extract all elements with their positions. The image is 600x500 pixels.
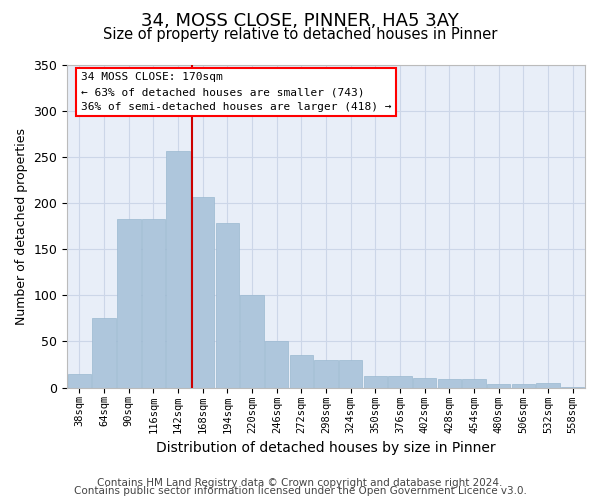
Text: 34 MOSS CLOSE: 170sqm
← 63% of detached houses are smaller (743)
36% of semi-det: 34 MOSS CLOSE: 170sqm ← 63% of detached … [81,72,391,112]
Bar [191,197,214,388]
Bar [487,384,511,388]
Text: Contains HM Land Registry data © Crown copyright and database right 2024.: Contains HM Land Registry data © Crown c… [97,478,503,488]
Bar [463,379,486,388]
Bar [364,376,387,388]
Text: Size of property relative to detached houses in Pinner: Size of property relative to detached ho… [103,28,497,42]
Bar [216,224,239,388]
Bar [142,219,165,388]
Bar [265,342,289,388]
Bar [413,378,436,388]
Bar [290,356,313,388]
Text: 34, MOSS CLOSE, PINNER, HA5 3AY: 34, MOSS CLOSE, PINNER, HA5 3AY [141,12,459,30]
X-axis label: Distribution of detached houses by size in Pinner: Distribution of detached houses by size … [156,441,496,455]
Bar [92,318,116,388]
Bar [388,376,412,388]
Bar [68,374,91,388]
Bar [437,379,461,388]
Bar [536,383,560,388]
Text: Contains public sector information licensed under the Open Government Licence v3: Contains public sector information licen… [74,486,526,496]
Bar [561,386,584,388]
Bar [512,384,535,388]
Bar [241,296,264,388]
Bar [117,219,140,388]
Bar [166,150,190,388]
Y-axis label: Number of detached properties: Number of detached properties [15,128,28,325]
Bar [339,360,362,388]
Bar [314,360,338,388]
